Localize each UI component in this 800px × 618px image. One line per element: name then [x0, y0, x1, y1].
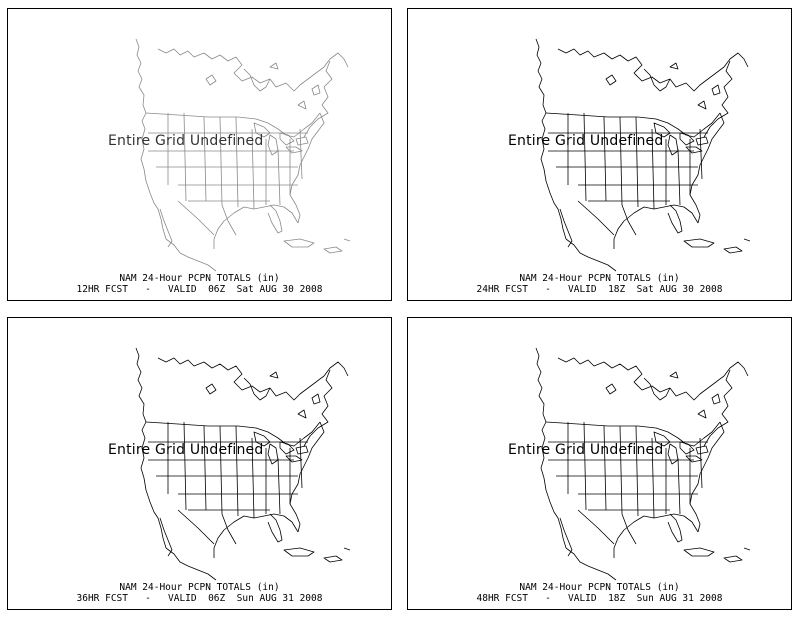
- panel-title: NAM 24-Hour PCPN TOTALS (in): [119, 273, 280, 284]
- north-america-map: [135, 347, 351, 581]
- forecast-panel-12hr: Entire Grid Undefined NAM 24-Hour PCPN T…: [7, 8, 392, 301]
- north-america-map: [535, 347, 751, 581]
- north-america-map: [135, 38, 351, 272]
- forecast-panel-24hr: Entire Grid Undefined NAM 24-Hour PCPN T…: [407, 8, 792, 301]
- undefined-grid-message: Entire Grid Undefined: [108, 133, 264, 149]
- panel-title: NAM 24-Hour PCPN TOTALS (in): [119, 582, 280, 593]
- forecast-panel-36hr: Entire Grid Undefined NAM 24-Hour PCPN T…: [7, 317, 392, 610]
- north-america-map: [535, 38, 751, 272]
- panel-valid-time: 12HR FCST - VALID 06Z Sat AUG 30 2008: [76, 284, 323, 295]
- panel-valid-time: 48HR FCST - VALID 18Z Sun AUG 31 2008: [476, 593, 723, 604]
- panel-title: NAM 24-Hour PCPN TOTALS (in): [519, 582, 680, 593]
- forecast-panel-48hr: Entire Grid Undefined NAM 24-Hour PCPN T…: [407, 317, 792, 610]
- panel-valid-time: 24HR FCST - VALID 18Z Sat AUG 30 2008: [476, 284, 723, 295]
- undefined-grid-message: Entire Grid Undefined: [108, 442, 264, 458]
- undefined-grid-message: Entire Grid Undefined: [508, 133, 664, 149]
- panel-title: NAM 24-Hour PCPN TOTALS (in): [519, 273, 680, 284]
- undefined-grid-message: Entire Grid Undefined: [508, 442, 664, 458]
- panel-valid-time: 36HR FCST - VALID 06Z Sun AUG 31 2008: [76, 593, 323, 604]
